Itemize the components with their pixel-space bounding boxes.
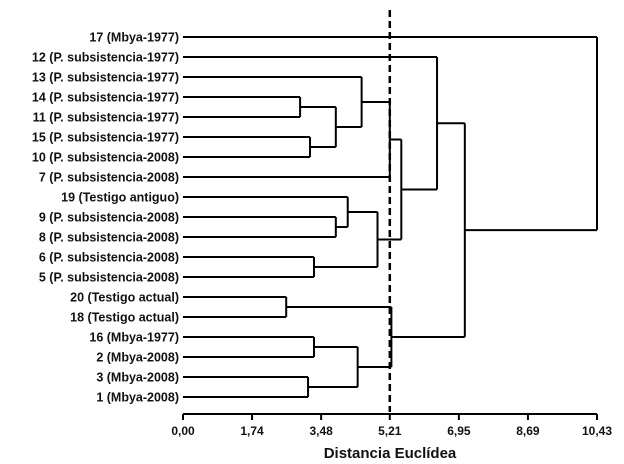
leaf-label: 16 (Mbya-1977) [89,331,179,345]
x-tick-label: 6,95 [447,424,471,438]
x-axis-ticks: 0,00 1,74 3,48 5,21 6,95 8,69 10,43 [171,414,612,438]
leaf-label: 9 (P. subsistencia-2008) [39,211,179,225]
leaf-label: 1 (Mbya-2008) [96,391,179,405]
x-axis-title: Distancia Euclídea [324,445,457,462]
dendrogram-branches [183,36,598,398]
x-tick-label: 8,69 [516,424,540,438]
leaf-label: 6 (P. subsistencia-2008) [39,251,179,265]
leaf-label: 18 (Testigo actual) [70,311,179,325]
leaf-label: 11 (P. subsistencia-1977) [33,111,179,125]
x-tick-label: 1,74 [240,424,264,438]
leaf-labels: 17 (Mbya-1977) 12 (P. subsistencia-1977) 1… [32,31,179,405]
leaf-label: 12 (P. subsistencia-1977) [32,51,179,65]
leaf-label: 2 (Mbya-2008) [96,351,179,365]
leaf-label: 14 (P. subsistencia-1977) [32,91,179,105]
x-tick-label: 3,48 [309,424,333,438]
x-tick-label: 0,00 [171,424,195,438]
x-axis: 0,00 1,74 3,48 5,21 6,95 8,69 10,43 Distancia … [171,413,612,462]
leaf-label: 17 (Mbya-1977) [89,31,179,45]
x-tick-label: 5,21 [378,424,402,438]
leaf-label: 5 (P. subsistencia-2008) [39,271,179,285]
leaf-label: 7 (P. subsistencia-2008) [39,171,179,185]
leaf-label: 20 (Testigo actual) [70,291,179,305]
x-tick-label: 10,43 [582,424,612,438]
leaf-label: 3 (Mbya-2008) [96,371,179,385]
leaf-label: 15 (P. subsistencia-1977) [32,131,179,145]
leaf-label: 19 (Testigo antiguo) [61,191,179,205]
leaf-label: 13 (P. subsistencia-1977) [32,71,179,85]
leaf-label: 10 (P. subsistencia-2008) [32,151,179,165]
leaf-label: 8 (P. subsistencia-2008) [39,231,179,245]
